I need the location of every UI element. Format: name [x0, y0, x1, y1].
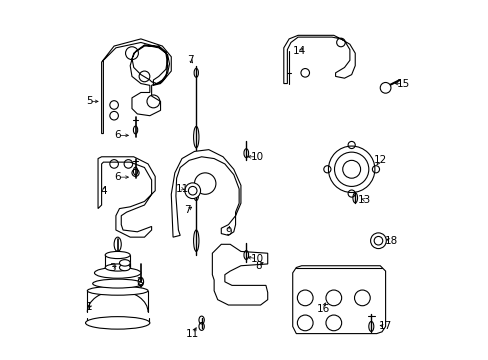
Ellipse shape	[93, 279, 142, 288]
Text: 9: 9	[224, 227, 231, 237]
Text: 7: 7	[183, 205, 190, 215]
Polygon shape	[283, 35, 354, 84]
Text: 10: 10	[250, 152, 263, 162]
Text: 14: 14	[293, 46, 306, 57]
Ellipse shape	[85, 317, 149, 329]
Polygon shape	[171, 150, 241, 237]
Circle shape	[370, 233, 386, 249]
Text: 13: 13	[357, 195, 370, 204]
Polygon shape	[98, 157, 155, 237]
Ellipse shape	[105, 264, 130, 271]
Text: 4: 4	[100, 186, 106, 196]
Polygon shape	[212, 244, 267, 305]
Text: 6: 6	[114, 172, 121, 182]
Text: 8: 8	[255, 261, 262, 271]
Polygon shape	[102, 39, 171, 134]
Circle shape	[328, 146, 374, 193]
Text: 18: 18	[384, 236, 397, 246]
Ellipse shape	[119, 260, 130, 266]
Text: 7: 7	[187, 55, 194, 65]
Ellipse shape	[119, 264, 130, 271]
Circle shape	[184, 183, 200, 199]
Text: 11: 11	[186, 329, 199, 339]
Text: 2: 2	[136, 277, 142, 287]
Text: 16: 16	[316, 303, 329, 314]
Ellipse shape	[87, 286, 148, 295]
Text: 11: 11	[175, 184, 188, 194]
Circle shape	[380, 82, 390, 93]
Ellipse shape	[94, 267, 141, 278]
Text: 10: 10	[250, 253, 263, 264]
Ellipse shape	[105, 251, 130, 258]
Text: 17: 17	[378, 321, 391, 332]
Text: 15: 15	[396, 78, 409, 89]
Text: 5: 5	[85, 96, 92, 107]
Polygon shape	[292, 266, 385, 334]
Text: 6: 6	[114, 130, 121, 140]
Text: 3: 3	[109, 262, 115, 273]
Text: 12: 12	[373, 156, 386, 165]
Text: 1: 1	[85, 302, 92, 312]
